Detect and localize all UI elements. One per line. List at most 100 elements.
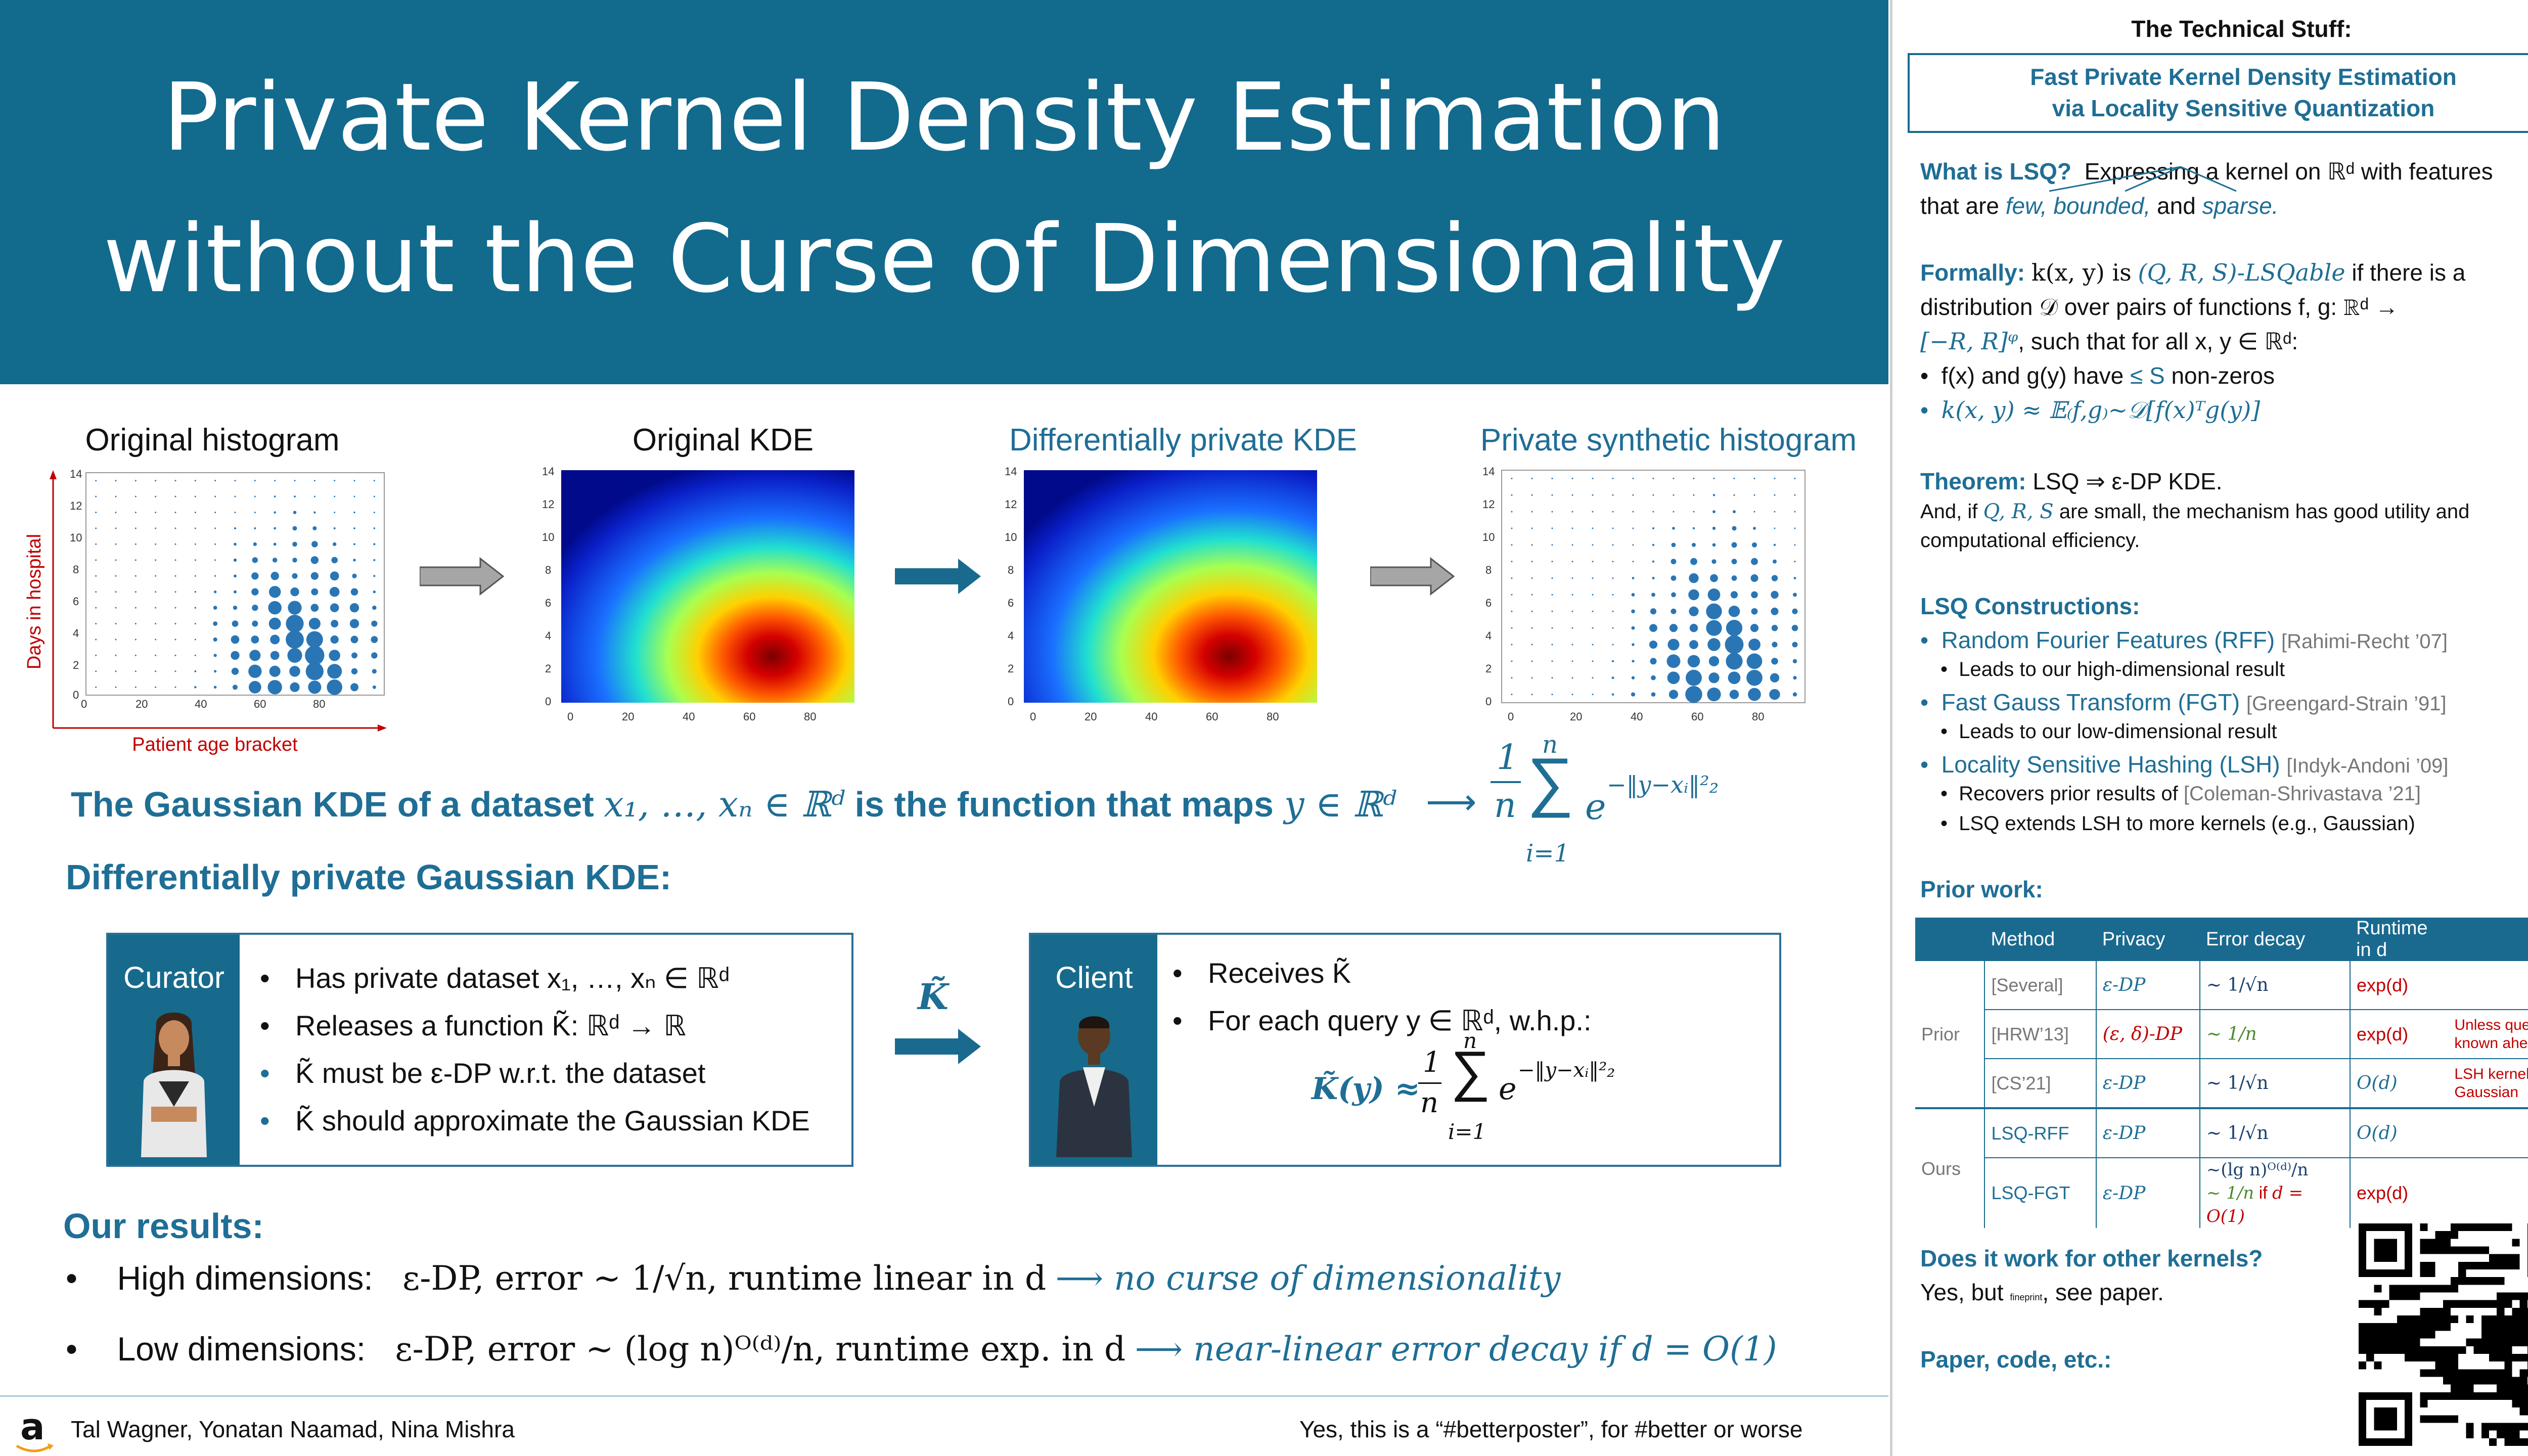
histogram-dot xyxy=(1652,527,1654,529)
fig-original-histogram-title: Original histogram xyxy=(85,423,340,458)
svg-text:40: 40 xyxy=(683,710,695,723)
histogram-dot xyxy=(292,558,297,563)
svg-text:14: 14 xyxy=(1482,465,1495,478)
histogram-dot xyxy=(174,575,176,577)
histogram-dot xyxy=(313,480,315,482)
histogram-dot xyxy=(334,512,336,514)
histogram-dot xyxy=(1733,477,1735,479)
histogram-dot xyxy=(292,526,297,531)
histogram-dot xyxy=(1772,642,1778,648)
histogram-dot xyxy=(253,542,257,547)
histogram-dot xyxy=(1792,659,1797,664)
histogram-dot xyxy=(1592,527,1594,529)
histogram-dot xyxy=(1551,660,1553,662)
xtick: 0 xyxy=(81,698,87,710)
histogram-dot xyxy=(1692,527,1695,530)
histogram-dot xyxy=(194,654,196,656)
histogram-dot xyxy=(268,617,281,630)
histogram-dot xyxy=(155,654,157,656)
histogram-dot xyxy=(1731,542,1737,548)
results-heading: Our results: xyxy=(63,1206,264,1246)
histogram-dot xyxy=(1668,690,1679,699)
histogram-dot xyxy=(1666,654,1681,668)
histogram-dot xyxy=(214,543,216,545)
svg-text:60: 60 xyxy=(1691,710,1703,723)
histogram-dot xyxy=(1651,593,1655,597)
histogram-dot xyxy=(1771,590,1779,599)
svg-text:6: 6 xyxy=(1008,597,1014,609)
histogram-dot xyxy=(194,495,196,497)
arrow-gray-1-icon xyxy=(420,557,505,596)
histogram-dot xyxy=(1710,574,1718,582)
histogram-dot xyxy=(115,670,117,672)
curator-column: Curator xyxy=(108,935,240,1165)
curator-avatar-icon xyxy=(141,1012,207,1157)
histogram-dot xyxy=(95,512,97,514)
histogram-dot xyxy=(134,654,137,656)
histogram-dots xyxy=(95,480,378,695)
ytick: 12 xyxy=(70,499,82,512)
histogram-dot xyxy=(1511,594,1513,596)
histogram-dot xyxy=(351,668,358,675)
histogram-dot xyxy=(134,575,137,577)
arrow-teal-2-icon xyxy=(895,1029,981,1064)
histogram-dot xyxy=(1592,594,1594,596)
histogram-dot xyxy=(1773,559,1777,564)
histogram-dot xyxy=(1712,494,1716,496)
histogram-dot xyxy=(194,527,196,529)
histogram-dot xyxy=(155,591,157,593)
histogram-dot xyxy=(1794,511,1796,513)
histogram-dot xyxy=(1792,642,1798,648)
histogram-dot xyxy=(1733,510,1736,514)
histogram-dot xyxy=(155,670,157,672)
histogram-dot xyxy=(1730,591,1738,599)
arrow-gray-2-icon xyxy=(1370,557,1455,596)
histogram-dot xyxy=(214,559,216,561)
histogram-dot xyxy=(254,495,256,497)
histogram-dot xyxy=(269,665,281,677)
histogram-dot xyxy=(1769,689,1780,700)
histogram-dot xyxy=(353,543,355,545)
histogram-dot xyxy=(306,631,323,648)
histogram-dot xyxy=(174,527,176,529)
kde-sum-sigma: ∑ xyxy=(1527,744,1574,818)
histogram-dot xyxy=(1794,561,1796,563)
histogram-dot xyxy=(1652,560,1655,563)
histogram-dot xyxy=(1771,658,1778,665)
histogram-dot xyxy=(372,605,377,610)
histogram-dot xyxy=(1652,494,1654,496)
client-label: Client xyxy=(1055,961,1133,994)
histogram-dot xyxy=(290,587,299,597)
histogram-dot xyxy=(1673,477,1675,479)
histogram-dot xyxy=(1531,677,1533,679)
svg-text:2: 2 xyxy=(545,662,551,675)
histogram-dot xyxy=(1592,477,1594,479)
histogram-dot xyxy=(1592,660,1594,662)
histogram-dot xyxy=(232,685,238,690)
histogram-dot xyxy=(174,654,176,656)
histogram-dot xyxy=(1592,577,1594,579)
fig-dp-kde-title: Differentially private KDE xyxy=(1009,423,1358,458)
histogram-dot xyxy=(1571,694,1573,696)
histogram-dot xyxy=(353,511,355,514)
svg-text:40: 40 xyxy=(1145,710,1157,723)
histogram-dot xyxy=(1726,653,1743,670)
histogram-dot xyxy=(1531,610,1533,612)
xtick: 80 xyxy=(313,698,325,710)
histogram-dot xyxy=(331,620,339,628)
histogram-dot xyxy=(308,618,321,630)
histogram-dot xyxy=(1612,644,1614,646)
svg-text:8: 8 xyxy=(1485,564,1492,576)
histogram-dot xyxy=(1773,543,1776,547)
histogram-dot xyxy=(286,630,304,649)
histogram-dot xyxy=(174,512,176,514)
histogram-dot xyxy=(134,670,137,672)
histogram-dot xyxy=(174,559,176,561)
histogram-dot xyxy=(313,495,315,497)
qr-code[interactable] xyxy=(2359,1223,2528,1446)
histogram-dot xyxy=(1791,624,1798,631)
histogram-dot xyxy=(155,559,157,561)
histogram-dot xyxy=(373,527,376,529)
client-list: Receives K̃ For each query y ∈ ℝᵈ, w.h.p… xyxy=(1167,955,1769,1050)
histogram-dot xyxy=(234,542,237,546)
